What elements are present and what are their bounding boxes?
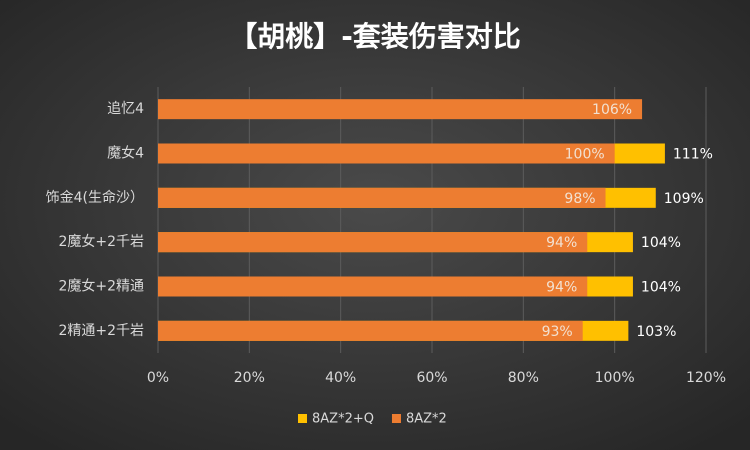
data-label: 100% [565,147,605,163]
bar [158,320,583,341]
y-tick-label: 2魔女+2精通 [58,278,144,295]
x-tick-label: 80% [508,370,539,386]
data-label: 94% [546,235,577,251]
data-label: 98% [564,191,595,207]
y-tick-label: 追忆4 [107,101,144,117]
bar [158,232,588,253]
data-label: 106% [592,102,632,118]
legend-label: 8AZ*2+Q [312,412,374,427]
x-tick-label: 0% [147,370,169,386]
x-tick-label: 60% [416,370,447,386]
data-label: 104% [641,235,681,251]
y-tick-label: 魔女4 [107,145,144,162]
data-label: 104% [641,280,681,296]
x-tick-label: 100% [595,370,635,386]
bar [158,187,606,208]
x-tick-label: 20% [234,370,265,386]
y-tick-label: 2精通+2千岩 [58,323,144,339]
x-tick-label: 40% [325,370,356,386]
bar [158,99,643,120]
bar [158,143,615,164]
legend-label: 8AZ*2 [406,412,447,427]
data-label: 109% [664,191,704,207]
bar [158,276,588,297]
y-tick-label: 2魔女+2千岩 [58,233,144,250]
chart-title: 【胡桃】-套装伤害对比 [229,20,521,53]
x-tick-label: 120% [686,370,726,386]
data-label: 111% [673,147,713,163]
legend-swatch [391,414,401,423]
data-label: 94% [546,280,577,296]
legend-swatch [298,414,307,423]
y-tick-label: 饰金4(生命沙） [46,189,144,206]
data-label: 103% [636,324,676,340]
data-label: 93% [542,324,573,340]
